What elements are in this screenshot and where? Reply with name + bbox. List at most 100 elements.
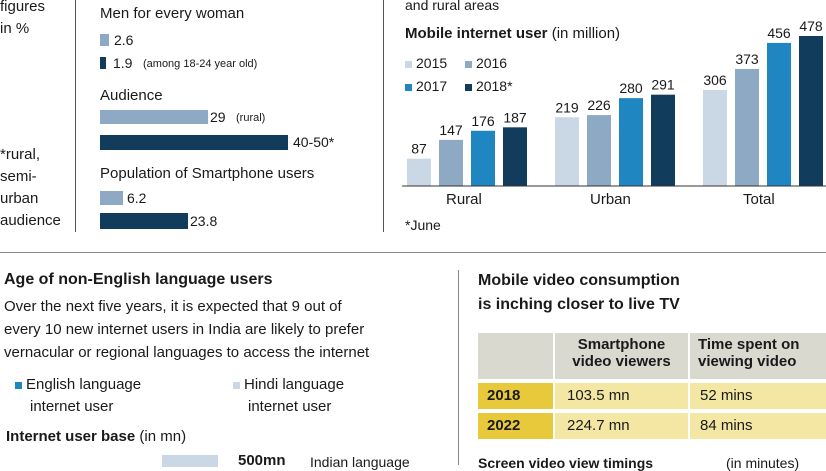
bar-label-total-2017: 456 bbox=[767, 25, 791, 41]
audience-note-line2: semi- bbox=[0, 168, 37, 185]
legend-english: English language bbox=[15, 376, 141, 393]
video-bottom-unit: (in minutes) bbox=[726, 455, 800, 471]
men-title: Men for every woman bbox=[100, 5, 245, 22]
bar-rural-2017 bbox=[471, 130, 495, 186]
legend-english-swatch bbox=[15, 381, 22, 389]
header-viewers-line1: Smartphone bbox=[577, 336, 666, 353]
legend-hindi-swatch bbox=[233, 381, 240, 389]
smartphone-bar-rural bbox=[100, 191, 123, 205]
bar-label-rural-2016: 147 bbox=[439, 122, 463, 138]
smartphone-value-total: 23.8 bbox=[190, 213, 218, 229]
audience-note-line3: urban bbox=[0, 190, 39, 207]
section-separator bbox=[0, 252, 826, 253]
bar-label-urban-2018: 291 bbox=[651, 77, 675, 93]
chart-title: Mobile internet user (in million) bbox=[405, 25, 620, 42]
base-title: Internet user base (in mn) bbox=[6, 428, 186, 445]
header-time-line1: Time spent on bbox=[698, 336, 800, 353]
men-value-young: 1.9 bbox=[113, 55, 133, 71]
video-bottom-title: Screen video view timings bbox=[478, 455, 654, 471]
category-label-total: Total bbox=[743, 191, 775, 208]
chart-title-main: Mobile internet user bbox=[405, 25, 548, 42]
audience-bar-total bbox=[100, 135, 288, 150]
legend-row-1: 2015 2016 bbox=[405, 55, 507, 71]
age-body-line3: vernacular or regional languages to acce… bbox=[4, 344, 370, 361]
audience-value-total: 40-50* bbox=[293, 134, 335, 150]
audience-bar-rural bbox=[100, 110, 208, 124]
legend-english-line2: internet user bbox=[30, 398, 114, 415]
age-section-title: Age of non-English language users bbox=[4, 271, 273, 288]
audience-value-rural: 29 bbox=[210, 109, 226, 125]
legend-label-2016: 2016 bbox=[475, 55, 508, 71]
base-title-main: Internet user base bbox=[6, 428, 136, 445]
table-header-viewers: Smartphone video viewers bbox=[555, 333, 688, 379]
table-row-2022-time: 84 mins bbox=[690, 413, 826, 439]
table-row-2018-time: 52 mins bbox=[690, 383, 826, 409]
legend-swatch-2016 bbox=[464, 60, 472, 68]
bar-label-total-2016: 373 bbox=[735, 51, 759, 67]
smartphone-title: Population of Smartphone users bbox=[100, 165, 315, 182]
legend-swatch-2017 bbox=[405, 83, 412, 91]
legend-swatch-2015 bbox=[405, 60, 412, 68]
header-viewers-line2: video viewers bbox=[572, 353, 671, 370]
chart-title-unit: (in million) bbox=[551, 25, 621, 42]
bar-total-2016 bbox=[735, 68, 759, 186]
legend-hindi-line2: internet user bbox=[248, 398, 332, 415]
smartphone-value-rural: 6.2 bbox=[127, 190, 147, 206]
bar-urban-2017 bbox=[619, 98, 643, 186]
chart-header-note: and rural areas bbox=[405, 0, 500, 13]
figures-note-line2: in % bbox=[0, 20, 30, 37]
user-base-bar bbox=[162, 455, 218, 467]
legend-hindi-line1: Hindi language bbox=[244, 376, 345, 393]
legend-label-2017: 2017 bbox=[416, 78, 448, 94]
base-bottom-value: 500mn bbox=[238, 452, 286, 469]
header-time-line2: viewing video bbox=[698, 353, 797, 370]
table-row-2018-viewers: 103.5 mn bbox=[555, 383, 688, 409]
table-header-time: Time spent on viewing video bbox=[690, 333, 826, 379]
audience-note-line1: *rural, bbox=[0, 146, 41, 163]
age-body-line1: Over the next five years, it is expected… bbox=[4, 298, 342, 315]
legend-hindi: Hindi language bbox=[233, 376, 344, 393]
table-row-2022-viewers: 224.7 mn bbox=[555, 413, 688, 439]
audience-note-line4: audience bbox=[0, 212, 61, 229]
bar-total-2018 bbox=[799, 36, 823, 186]
bar-urban-2016 bbox=[587, 115, 611, 186]
left-divider bbox=[75, 0, 76, 232]
bar-label-urban-2017: 280 bbox=[619, 80, 643, 96]
audience-suffix-rural: (rural) bbox=[236, 112, 266, 124]
table-row-2018-year: 2018 bbox=[478, 383, 553, 409]
bar-label-urban-2015: 219 bbox=[555, 99, 579, 115]
age-body-line2: every 10 new internet users in India are… bbox=[4, 321, 365, 338]
bar-rural-2016 bbox=[439, 139, 463, 186]
video-title-line1: Mobile video consumption bbox=[478, 272, 680, 289]
bottom-divider bbox=[458, 270, 459, 465]
bar-rural-2018 bbox=[503, 127, 527, 186]
bar-total-2017 bbox=[767, 42, 791, 187]
category-label-urban: Urban bbox=[590, 191, 631, 208]
bar-total-2015 bbox=[703, 89, 727, 186]
bar-label-rural-2018: 187 bbox=[503, 109, 527, 125]
table-header-blank bbox=[478, 333, 553, 379]
bar-rural-2015 bbox=[407, 158, 431, 186]
men-suffix-young: (among 18-24 year old) bbox=[143, 58, 258, 70]
table-row-2022-year: 2022 bbox=[478, 413, 553, 439]
mobile-internet-chart: 87 147 176 187 219 226 280 291 306 373 456 478 bbox=[402, 18, 826, 187]
men-bar-all bbox=[100, 34, 109, 46]
legend-english-line1: English language bbox=[26, 376, 142, 393]
figures-note-line1: figures bbox=[0, 0, 46, 15]
legend-label-2018: 2018* bbox=[475, 78, 513, 94]
legend-swatch-2018 bbox=[464, 83, 472, 91]
base-title-unit: (in mn) bbox=[139, 428, 187, 445]
bar-label-total-2015: 306 bbox=[703, 72, 727, 88]
bar-label-total-2018: 478 bbox=[799, 18, 823, 34]
men-bar-young bbox=[100, 57, 106, 69]
bar-label-rural-2015: 87 bbox=[411, 141, 427, 157]
smartphone-bar-total bbox=[100, 213, 188, 229]
audience-title: Audience bbox=[100, 87, 163, 104]
legend-label-2015: 2015 bbox=[416, 55, 448, 71]
chart-footnote: *June bbox=[405, 217, 441, 233]
bar-urban-2015 bbox=[555, 117, 579, 186]
category-label-rural: Rural bbox=[446, 191, 482, 208]
video-title-line2: is inching closer to live TV bbox=[478, 296, 680, 313]
men-value-all: 2.6 bbox=[114, 32, 134, 48]
middle-divider bbox=[383, 0, 384, 232]
